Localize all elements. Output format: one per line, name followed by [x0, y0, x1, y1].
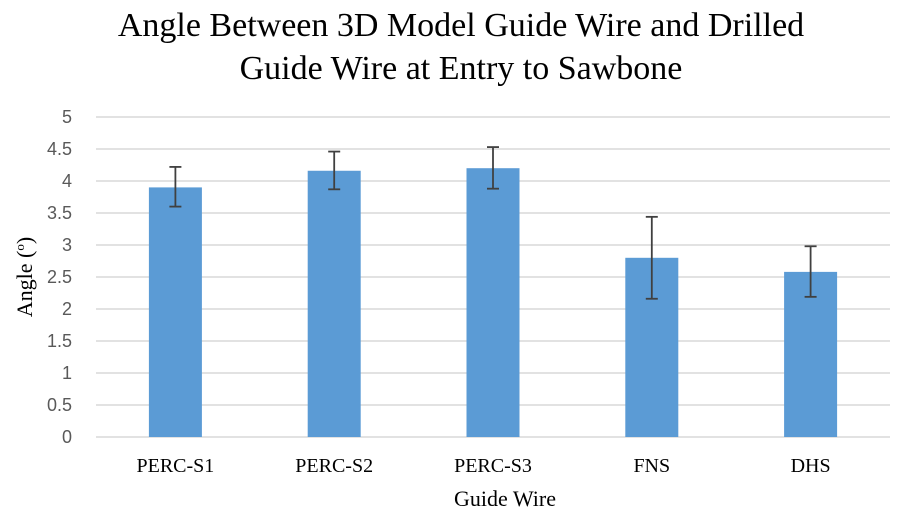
y-tick-label: 0.5 — [47, 395, 72, 415]
error-bar-dhs — [804, 245, 817, 298]
x-tick-label: PERC-S1 — [136, 455, 214, 477]
error-bar-perc-s3 — [487, 146, 499, 190]
bar-dhs — [784, 271, 838, 437]
bars — [148, 168, 838, 437]
x-tick-label: DHS — [791, 455, 831, 477]
y-tick-label: 4.5 — [47, 139, 72, 159]
y-axis-label-main: Angle ( — [12, 251, 37, 318]
chart-title-line-1: Angle Between 3D Model Guide Wire and Dr… — [118, 7, 804, 44]
bar-perc-s2 — [307, 170, 361, 437]
y-tick-label: 1.5 — [47, 331, 72, 351]
bar-perc-s3 — [466, 168, 520, 437]
y-tick-label: 1 — [62, 363, 72, 383]
y-axis-ticks: 0 0.5 1 1.5 2 2.5 3 3.5 4 4.5 5 — [47, 107, 72, 447]
y-tick-label: 2.5 — [47, 267, 72, 287]
error-bar-perc-s1 — [169, 166, 182, 208]
y-tick-label: 3 — [62, 235, 72, 255]
x-axis-ticks: PERC-S1 PERC-S2 PERC-S3 FNS DHS — [136, 455, 830, 477]
error-bars — [169, 146, 817, 300]
y-tick-label: 0 — [62, 427, 72, 447]
bar-perc-s1 — [148, 187, 202, 437]
y-axis-label-close: ) — [12, 237, 37, 244]
x-axis-label: Guide Wire — [454, 486, 556, 511]
x-tick-label: PERC-S3 — [454, 455, 532, 477]
y-axis-label-superscript: o — [12, 244, 27, 251]
y-tick-label: 5 — [62, 107, 72, 127]
y-tick-label: 3.5 — [47, 203, 72, 223]
y-tick-label: 4 — [62, 171, 72, 191]
y-axis-label: Angle (o) — [12, 237, 37, 317]
y-tick-label: 2 — [62, 299, 72, 319]
chart-title: Angle Between 3D Model Guide Wire and Dr… — [118, 7, 804, 87]
error-bar-fns — [645, 215, 658, 300]
x-tick-label: FNS — [633, 455, 670, 477]
error-bar-perc-s2 — [328, 150, 341, 191]
x-tick-label: PERC-S2 — [295, 455, 373, 477]
chart-title-line-2: Guide Wire at Entry to Sawbone — [240, 50, 683, 87]
